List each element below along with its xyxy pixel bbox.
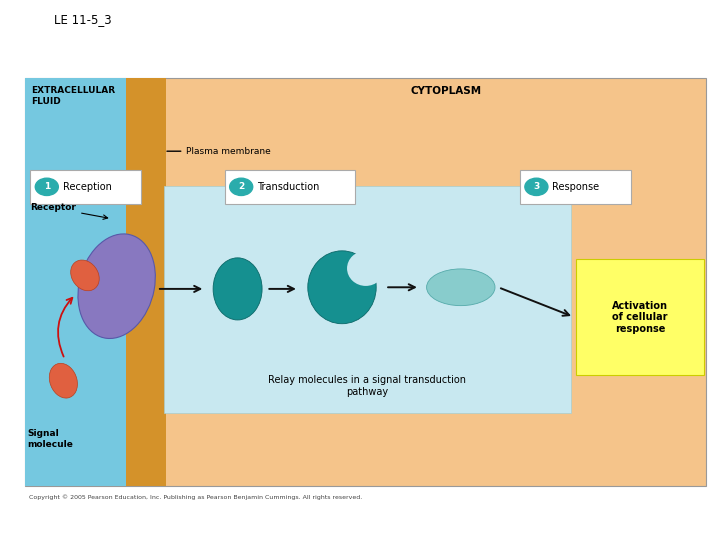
FancyBboxPatch shape bbox=[25, 78, 706, 486]
Ellipse shape bbox=[426, 269, 495, 306]
Text: 2: 2 bbox=[238, 183, 244, 191]
FancyBboxPatch shape bbox=[25, 78, 151, 486]
Ellipse shape bbox=[49, 363, 78, 398]
Ellipse shape bbox=[213, 258, 262, 320]
Text: Plasma membrane: Plasma membrane bbox=[186, 147, 271, 156]
Ellipse shape bbox=[308, 251, 376, 323]
Text: Copyright © 2005 Pearson Education, Inc. Publishing as Pearson Benjamin Cummings: Copyright © 2005 Pearson Education, Inc.… bbox=[29, 495, 362, 500]
Circle shape bbox=[230, 178, 253, 195]
FancyBboxPatch shape bbox=[520, 170, 631, 204]
Text: Relay molecules in a signal transduction
pathway: Relay molecules in a signal transduction… bbox=[268, 375, 467, 397]
Ellipse shape bbox=[78, 234, 156, 339]
Text: Response: Response bbox=[552, 182, 599, 192]
Text: LE 11-5_3: LE 11-5_3 bbox=[54, 14, 112, 26]
Circle shape bbox=[525, 178, 548, 195]
Text: Reception: Reception bbox=[63, 182, 112, 192]
Text: EXTRACELLULAR
FLUID: EXTRACELLULAR FLUID bbox=[31, 86, 115, 106]
Ellipse shape bbox=[71, 260, 99, 291]
Text: Signal
molecule: Signal molecule bbox=[27, 429, 73, 449]
FancyBboxPatch shape bbox=[164, 186, 571, 413]
Text: Receptor: Receptor bbox=[30, 204, 108, 219]
Text: Transduction: Transduction bbox=[257, 182, 320, 192]
FancyBboxPatch shape bbox=[126, 78, 166, 486]
Text: CYTOPLASM: CYTOPLASM bbox=[411, 86, 482, 97]
FancyBboxPatch shape bbox=[576, 259, 704, 375]
Circle shape bbox=[35, 178, 58, 195]
Text: Activation
of cellular
response: Activation of cellular response bbox=[612, 301, 668, 334]
Ellipse shape bbox=[347, 251, 384, 286]
Text: 1: 1 bbox=[44, 183, 50, 191]
Text: 3: 3 bbox=[534, 183, 539, 191]
FancyBboxPatch shape bbox=[30, 170, 141, 204]
FancyBboxPatch shape bbox=[225, 170, 355, 204]
